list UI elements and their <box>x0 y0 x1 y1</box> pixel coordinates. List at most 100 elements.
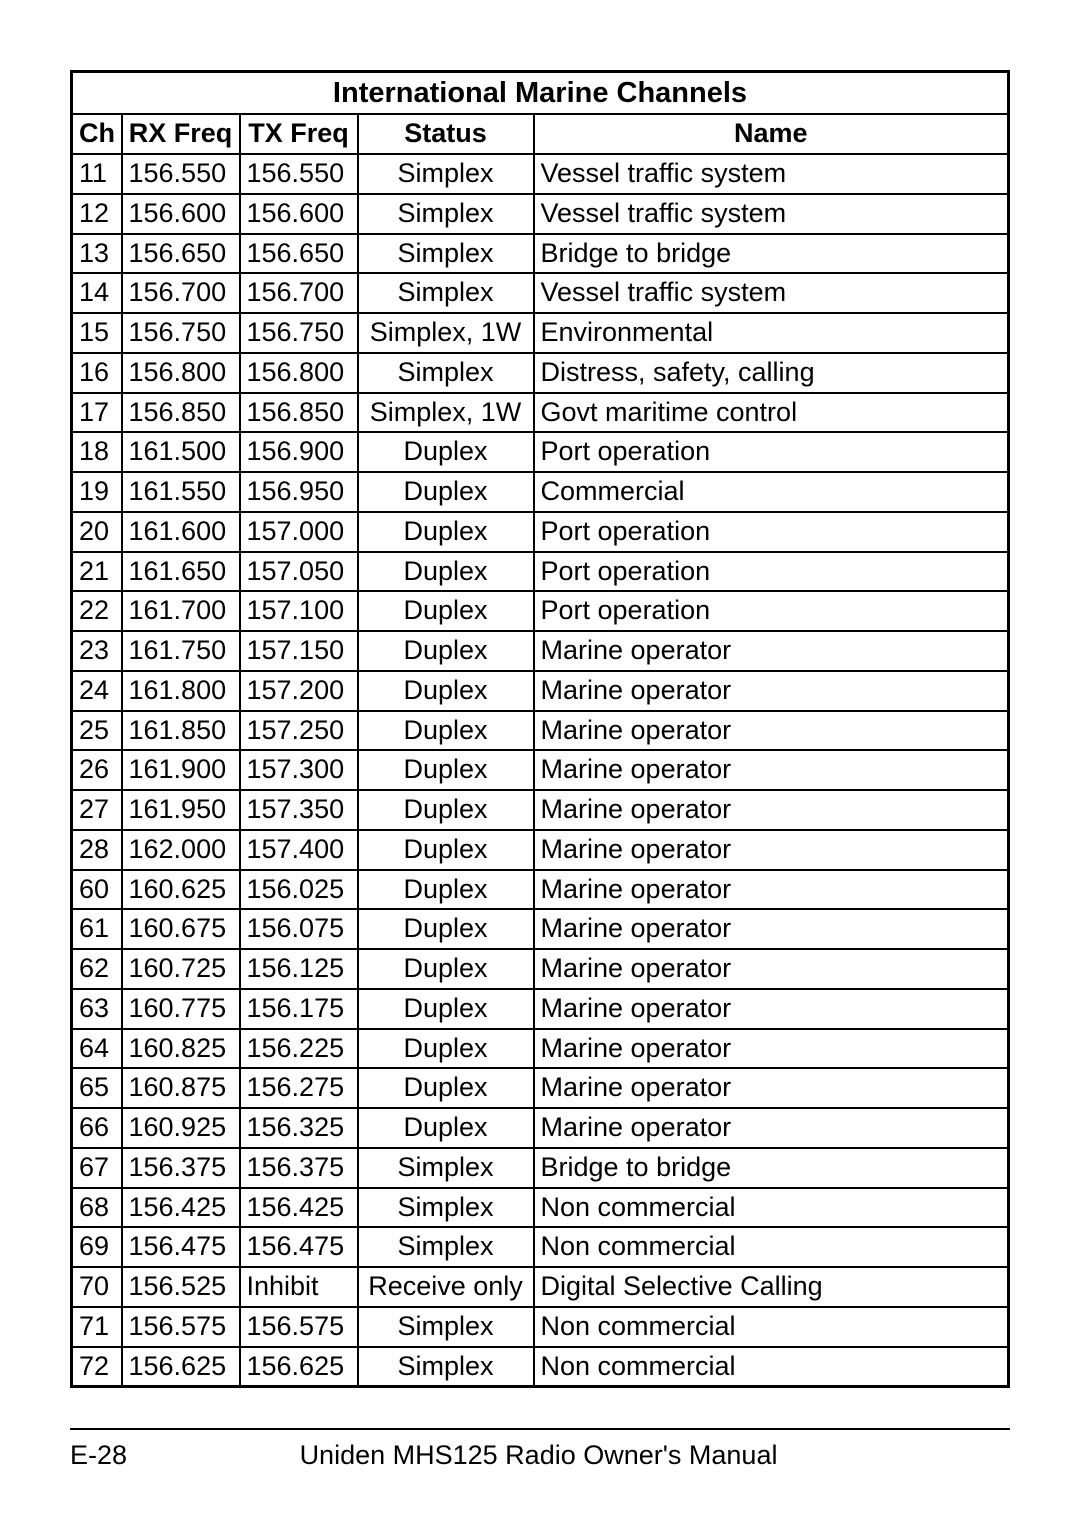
cell-status: Duplex <box>358 552 534 592</box>
cell-ch: 20 <box>72 512 122 552</box>
col-header-status: Status <box>358 114 534 154</box>
cell-name: Port operation <box>534 591 1009 631</box>
cell-status: Duplex <box>358 432 534 472</box>
cell-ch: 61 <box>72 909 122 949</box>
cell-name: Marine operator <box>534 711 1009 751</box>
table-row: 63160.775156.175DuplexMarine operator <box>72 989 1009 1029</box>
cell-status: Duplex <box>358 711 534 751</box>
cell-rxfreq: 160.725 <box>122 949 240 989</box>
col-header-rxfreq: RX Freq <box>122 114 240 154</box>
cell-status: Duplex <box>358 790 534 830</box>
cell-ch: 72 <box>72 1347 122 1387</box>
table-row: 22161.700157.100DuplexPort operation <box>72 591 1009 631</box>
cell-status: Duplex <box>358 989 534 1029</box>
cell-txfreq: 156.625 <box>240 1347 358 1387</box>
cell-ch: 11 <box>72 154 122 194</box>
cell-name: Marine operator <box>534 790 1009 830</box>
page-number: E-28 <box>70 1440 127 1471</box>
cell-status: Receive only <box>358 1267 534 1307</box>
cell-rxfreq: 160.875 <box>122 1068 240 1108</box>
table-header-row: Ch RX Freq TX Freq Status Name <box>72 114 1009 154</box>
cell-rxfreq: 156.850 <box>122 393 240 433</box>
cell-ch: 68 <box>72 1188 122 1228</box>
cell-txfreq: 156.375 <box>240 1148 358 1188</box>
table-title: International Marine Channels <box>72 72 1009 115</box>
cell-ch: 65 <box>72 1068 122 1108</box>
cell-rxfreq: 156.550 <box>122 154 240 194</box>
cell-name: Marine operator <box>534 909 1009 949</box>
cell-name: Vessel traffic system <box>534 194 1009 234</box>
cell-status: Duplex <box>358 472 534 512</box>
cell-name: Environmental <box>534 313 1009 353</box>
page-content: International Marine Channels Ch RX Freq… <box>70 70 1010 1471</box>
table-row: 61160.675156.075DuplexMarine operator <box>72 909 1009 949</box>
cell-status: Duplex <box>358 512 534 552</box>
cell-status: Simplex <box>358 1227 534 1267</box>
cell-name: Non commercial <box>534 1188 1009 1228</box>
cell-rxfreq: 156.475 <box>122 1227 240 1267</box>
cell-ch: 27 <box>72 790 122 830</box>
cell-rxfreq: 160.775 <box>122 989 240 1029</box>
cell-txfreq: 157.150 <box>240 631 358 671</box>
cell-name: Distress, safety, calling <box>534 353 1009 393</box>
cell-rxfreq: 161.750 <box>122 631 240 671</box>
cell-name: Vessel traffic system <box>534 154 1009 194</box>
cell-name: Commercial <box>534 472 1009 512</box>
cell-txfreq: 157.350 <box>240 790 358 830</box>
manual-title: Uniden MHS125 Radio Owner's Manual <box>127 1440 950 1471</box>
cell-ch: 17 <box>72 393 122 433</box>
cell-rxfreq: 156.800 <box>122 353 240 393</box>
cell-rxfreq: 161.600 <box>122 512 240 552</box>
footer-spacer <box>950 1440 1010 1471</box>
table-row: 71156.575156.575SimplexNon commercial <box>72 1307 1009 1347</box>
cell-status: Simplex <box>358 234 534 274</box>
cell-txfreq: 156.075 <box>240 909 358 949</box>
table-row: 16156.800156.800SimplexDistress, safety,… <box>72 353 1009 393</box>
cell-ch: 19 <box>72 472 122 512</box>
cell-rxfreq: 156.600 <box>122 194 240 234</box>
cell-name: Marine operator <box>534 750 1009 790</box>
cell-status: Simplex, 1W <box>358 313 534 353</box>
cell-status: Duplex <box>358 909 534 949</box>
cell-txfreq: 156.900 <box>240 432 358 472</box>
cell-rxfreq: 156.650 <box>122 234 240 274</box>
table-row: 62160.725156.125DuplexMarine operator <box>72 949 1009 989</box>
cell-txfreq: 157.100 <box>240 591 358 631</box>
cell-txfreq: 156.025 <box>240 870 358 910</box>
cell-ch: 71 <box>72 1307 122 1347</box>
cell-name: Marine operator <box>534 631 1009 671</box>
cell-rxfreq: 156.575 <box>122 1307 240 1347</box>
cell-ch: 64 <box>72 1029 122 1069</box>
cell-txfreq: 156.225 <box>240 1029 358 1069</box>
cell-status: Duplex <box>358 1068 534 1108</box>
cell-status: Duplex <box>358 591 534 631</box>
cell-ch: 62 <box>72 949 122 989</box>
cell-name: Marine operator <box>534 1068 1009 1108</box>
cell-status: Duplex <box>358 750 534 790</box>
cell-ch: 67 <box>72 1148 122 1188</box>
cell-rxfreq: 161.700 <box>122 591 240 631</box>
cell-txfreq: 156.550 <box>240 154 358 194</box>
cell-name: Marine operator <box>534 1108 1009 1148</box>
cell-ch: 16 <box>72 353 122 393</box>
table-row: 17156.850156.850Simplex, 1WGovt maritime… <box>72 393 1009 433</box>
cell-status: Simplex <box>358 1307 534 1347</box>
cell-status: Duplex <box>358 671 534 711</box>
cell-status: Simplex <box>358 273 534 313</box>
table-row: 72156.625156.625SimplexNon commercial <box>72 1347 1009 1387</box>
cell-ch: 26 <box>72 750 122 790</box>
table-row: 66160.925156.325DuplexMarine operator <box>72 1108 1009 1148</box>
cell-name: Bridge to bridge <box>534 234 1009 274</box>
cell-rxfreq: 162.000 <box>122 830 240 870</box>
cell-rxfreq: 161.900 <box>122 750 240 790</box>
cell-rxfreq: 160.925 <box>122 1108 240 1148</box>
table-title-row: International Marine Channels <box>72 72 1009 115</box>
cell-name: Non commercial <box>534 1347 1009 1387</box>
cell-name: Digital Selective Calling <box>534 1267 1009 1307</box>
cell-rxfreq: 161.850 <box>122 711 240 751</box>
cell-ch: 70 <box>72 1267 122 1307</box>
table-row: 21161.650157.050DuplexPort operation <box>72 552 1009 592</box>
cell-name: Port operation <box>534 512 1009 552</box>
cell-ch: 23 <box>72 631 122 671</box>
cell-ch: 12 <box>72 194 122 234</box>
